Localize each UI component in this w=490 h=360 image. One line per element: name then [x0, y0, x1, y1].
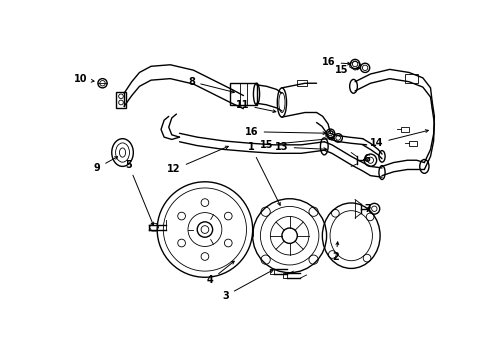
Text: 6: 6 — [363, 154, 370, 164]
Text: 3: 3 — [222, 270, 273, 301]
Text: 7: 7 — [365, 204, 371, 214]
Text: 14: 14 — [370, 130, 428, 148]
Text: 15: 15 — [335, 65, 360, 75]
Text: 9: 9 — [94, 157, 118, 173]
Text: 1: 1 — [248, 142, 280, 205]
Text: 13: 13 — [275, 142, 326, 152]
Text: 16: 16 — [245, 127, 326, 137]
Text: 11: 11 — [236, 100, 276, 113]
Text: 5: 5 — [125, 160, 154, 225]
Text: 8: 8 — [188, 77, 234, 93]
Text: 2: 2 — [332, 242, 339, 262]
Text: 12: 12 — [168, 146, 228, 175]
Text: 10: 10 — [74, 75, 94, 84]
Text: 4: 4 — [207, 261, 234, 285]
Text: 15: 15 — [260, 137, 334, 150]
Text: 16: 16 — [322, 58, 350, 67]
